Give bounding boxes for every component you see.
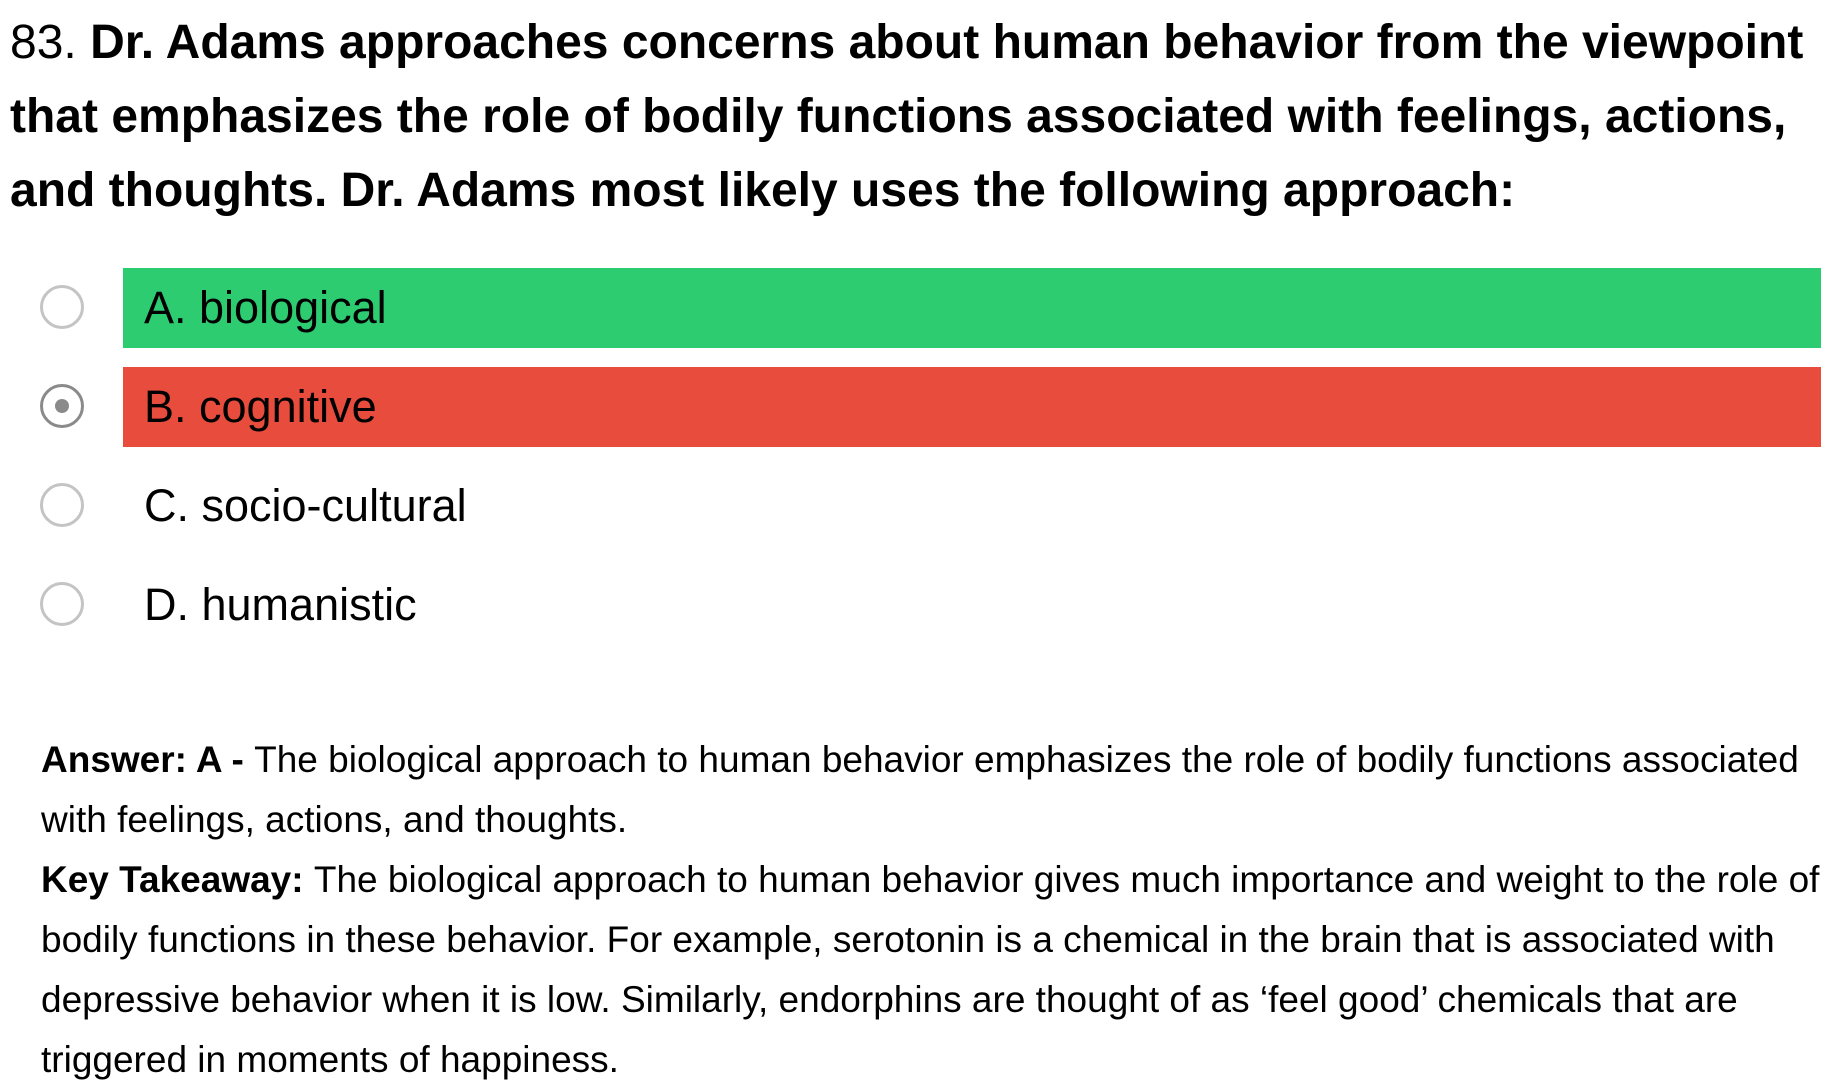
option-a[interactable]: A. biological bbox=[0, 268, 1840, 350]
answer-explanation: Answer: A - The biological approach to h… bbox=[41, 730, 1831, 1090]
option-c-radio[interactable] bbox=[40, 483, 84, 527]
option-c-label[interactable]: C. socio-cultural bbox=[144, 480, 467, 531]
answer-label: Answer: A - bbox=[41, 739, 255, 780]
option-a-label[interactable]: A. biological bbox=[123, 268, 1821, 348]
option-b[interactable]: B. cognitive bbox=[0, 367, 1840, 449]
option-c[interactable]: C. socio-cultural bbox=[0, 466, 1840, 548]
takeaway-text: The biological approach to human behavio… bbox=[41, 859, 1820, 1080]
option-d-label[interactable]: D. humanistic bbox=[144, 579, 417, 630]
question-number: 83. bbox=[10, 16, 77, 69]
question-text: Dr. Adams approaches concerns about huma… bbox=[10, 16, 1804, 217]
answer-text: The biological approach to human behavio… bbox=[41, 739, 1799, 840]
option-b-radio[interactable] bbox=[40, 384, 84, 428]
option-a-radio[interactable] bbox=[40, 285, 84, 329]
option-b-label[interactable]: B. cognitive bbox=[123, 367, 1821, 447]
option-d[interactable]: D. humanistic bbox=[0, 565, 1840, 647]
takeaway-label: Key Takeaway: bbox=[41, 859, 314, 900]
option-d-radio[interactable] bbox=[40, 582, 84, 626]
takeaway-paragraph: Key Takeaway: The biological approach to… bbox=[41, 850, 1831, 1090]
answer-paragraph: Answer: A - The biological approach to h… bbox=[41, 730, 1831, 850]
question: 83. Dr. Adams approaches concerns about … bbox=[10, 6, 1830, 228]
